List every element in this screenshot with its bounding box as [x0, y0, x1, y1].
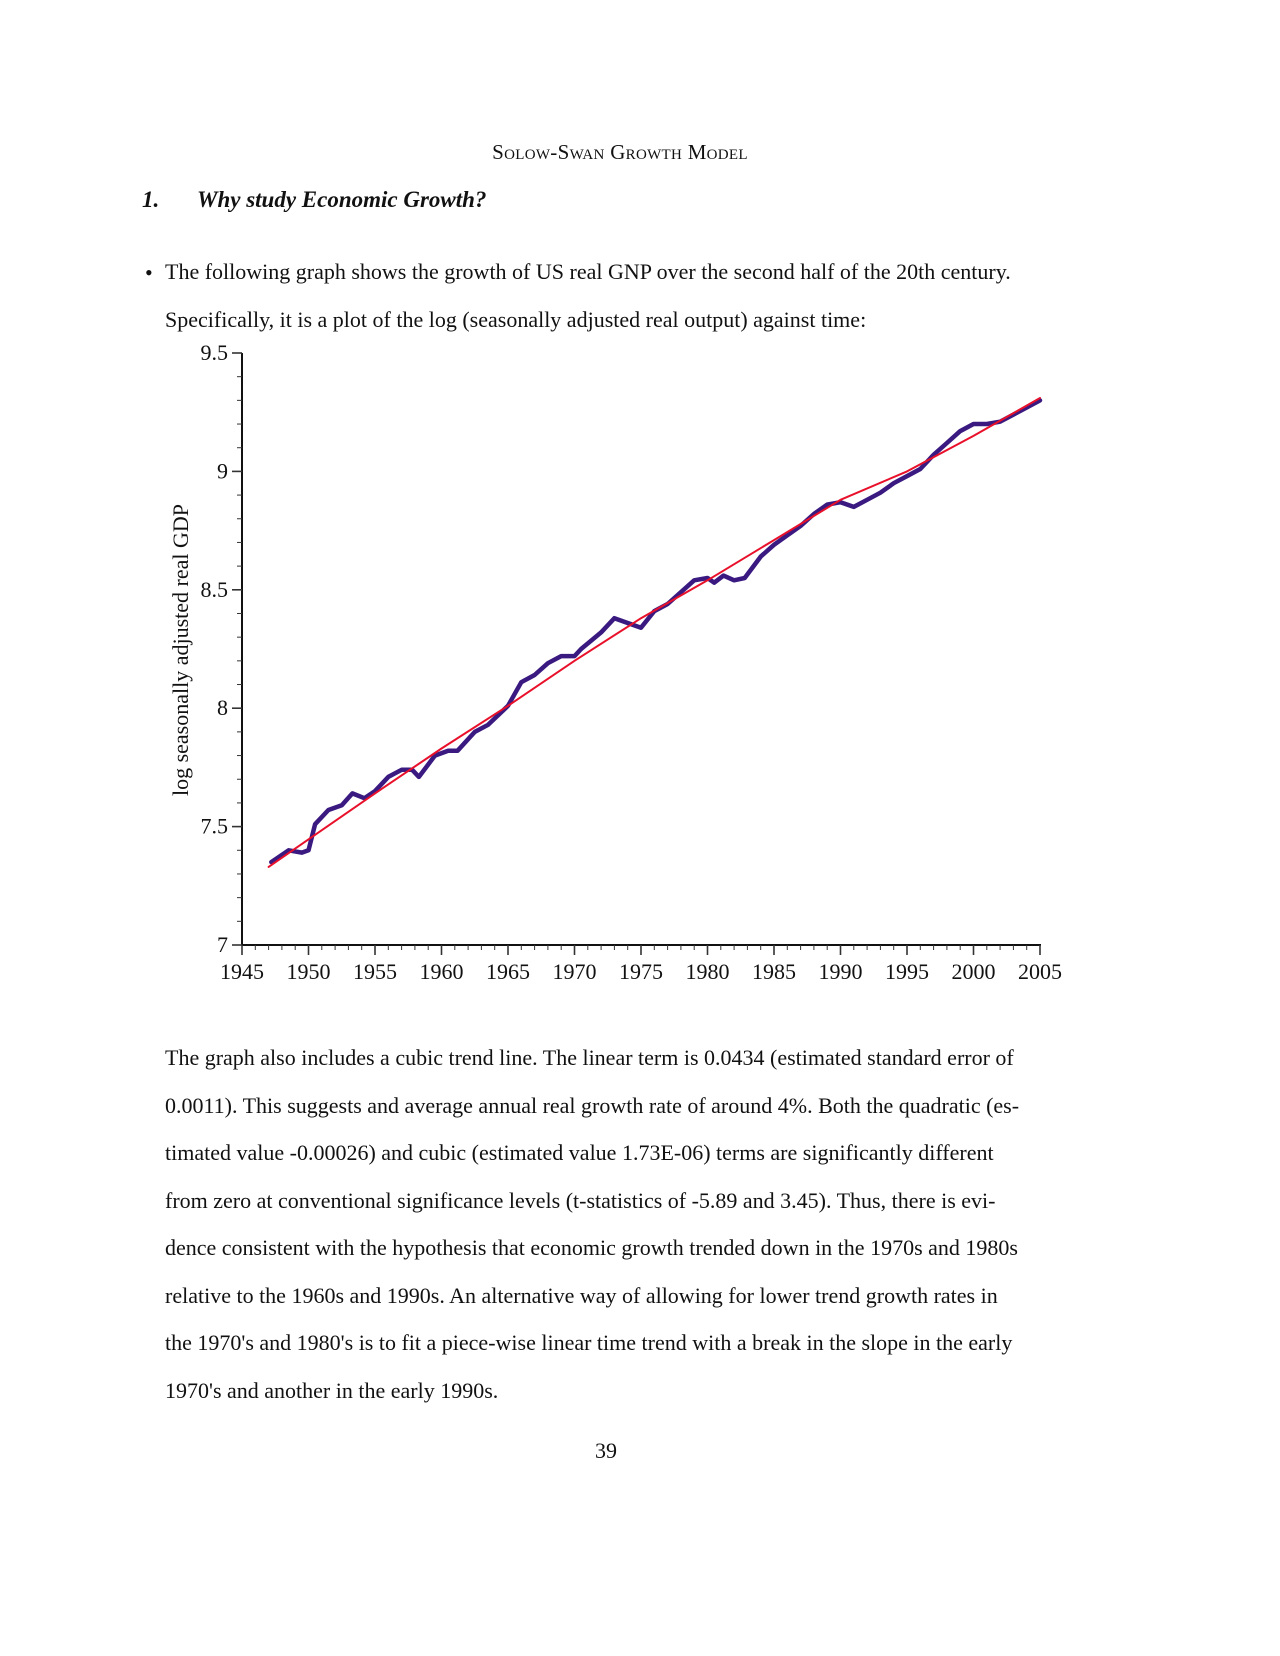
paragraph-line: dence consistent with the hypothesis tha…: [165, 1235, 1018, 1260]
x-tick-label: 1950: [287, 959, 331, 984]
x-tick-label: 1975: [619, 959, 663, 984]
x-tick-label: 2000: [952, 959, 996, 984]
section-title: Why study Economic Growth?: [197, 187, 487, 212]
x-tick-label: 1990: [819, 959, 863, 984]
x-tick-label: 1965: [486, 959, 530, 984]
x-tick-label: 1970: [553, 959, 597, 984]
gdp-series-line: [269, 398, 1043, 865]
y-tick-label: 8.5: [201, 577, 229, 602]
paragraph-line: relative to the 1960s and 1990s. An alte…: [165, 1282, 998, 1308]
body-paragraph: The graph also includes a cubic trend li…: [165, 1034, 1065, 1414]
x-tick-label: 1960: [420, 959, 464, 984]
paragraph-line: the 1970's and 1980's is to fit a piece-…: [165, 1330, 1013, 1355]
x-tick-label: 2005: [1018, 959, 1062, 984]
y-tick-label: 7.5: [201, 814, 229, 839]
x-tick-label: 1985: [752, 959, 796, 984]
running-title: Solow-Swan Growth Model: [492, 140, 748, 164]
intro-line: The following graph shows the growth of …: [165, 259, 1011, 284]
section-number: 1.: [142, 187, 160, 212]
page-number: 39: [595, 1438, 617, 1463]
trend-line: [267, 397, 1041, 868]
paragraph-line: The graph also includes a cubic trend li…: [165, 1045, 1014, 1070]
x-tick-label: 1945: [220, 959, 264, 984]
paragraph-line: from zero at conventional significance l…: [165, 1187, 996, 1213]
x-tick-label: 1995: [885, 959, 929, 984]
y-tick-label: 9: [217, 458, 228, 483]
x-tick-label: 1955: [353, 959, 397, 984]
y-tick-label: 8: [217, 695, 228, 720]
gdp-chart: 7 7.5 8 8.5 9 9.5 1945 1950 1955 1960 1965 1970 1975…: [168, 340, 1062, 984]
bullet-icon: •: [145, 260, 153, 285]
intro-line: Specifically, it is a plot of the log (s…: [165, 307, 867, 332]
y-axis-label: log seasonally adjusted real GDP: [168, 504, 193, 796]
y-tick-label: 9.5: [201, 340, 229, 365]
paragraph-line: timated value -0.00026) and cubic (estim…: [165, 1140, 994, 1165]
y-tick-label: 7: [217, 932, 228, 957]
paragraph-line: 1970's and another in the early 1990s.: [165, 1377, 499, 1403]
paragraph-line: 0.0011). This suggests and average annua…: [165, 1092, 1020, 1118]
x-tick-label: 1980: [686, 959, 730, 984]
